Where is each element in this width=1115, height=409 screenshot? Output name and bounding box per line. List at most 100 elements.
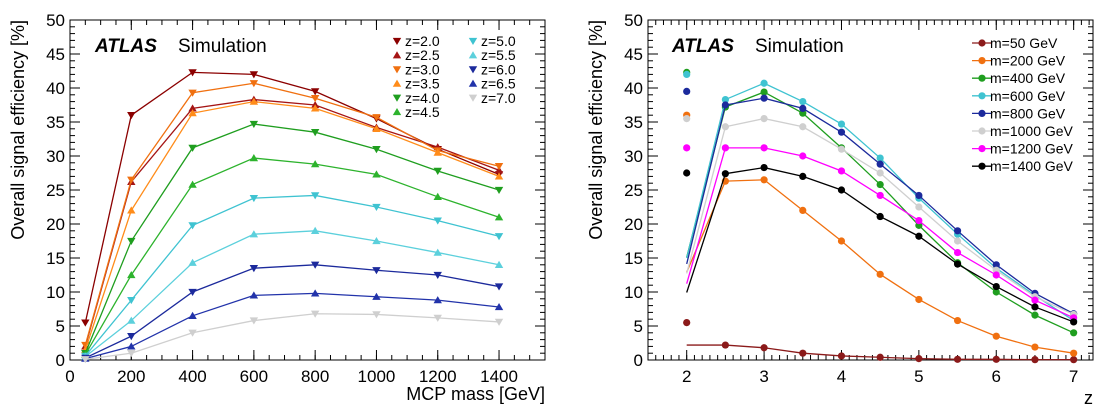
data-point [876,270,884,278]
data-point [249,120,259,129]
data-point [494,172,504,180]
legend-item: z=6.5 [468,76,516,92]
data-point [876,191,884,200]
data-point [992,271,1000,279]
data-point [372,124,381,132]
series-line-start [686,126,727,274]
data-point [799,349,807,357]
data-point [915,295,923,304]
legend-marker [468,79,478,87]
y-tick-label: 35 [46,113,65,132]
data-point [760,88,768,96]
x-tick-label: 1400 [480,367,518,386]
data-point [915,191,923,200]
legend-label: m=1400 GeV [990,158,1074,174]
x-tick-label: 600 [240,367,268,386]
data-point [372,170,381,178]
data-point [494,163,504,171]
data-point [799,152,807,160]
data-point [127,237,136,245]
series-z-7.0 [81,310,504,364]
legend-label: m=50 GeV [990,35,1058,51]
y-tick-label: 45 [46,45,65,64]
series-m-50-GeV [683,319,1078,364]
data-point [310,310,320,318]
y-tick-label: 50 [624,11,643,30]
legend-item: z=5.5 [468,47,516,63]
data-point [915,232,923,240]
legend-marker [392,108,402,116]
data-point [721,123,729,131]
series-line [84,157,500,355]
legend-marker [978,145,986,153]
data-point [760,163,768,172]
data-point [1070,318,1078,326]
data-point [249,71,259,79]
data-point [494,260,504,268]
legend-item: z=2.5 [392,47,440,63]
x-tick-label: 1000 [358,367,396,386]
y-tick-label: 25 [624,181,643,200]
data-point [188,180,197,188]
legend-item: z=2.0 [392,33,440,49]
y-tick-label: 40 [624,79,643,98]
data-point [81,356,90,364]
legend-marker [978,92,986,100]
y-tick-label: 5 [56,317,65,336]
series-z-6.0 [81,261,504,362]
data-point [799,172,807,180]
legend-item: m=200 GeV [972,53,1066,69]
legend-marker [468,94,478,102]
data-point [876,353,884,361]
legend-item: m=1000 GeV [972,123,1074,139]
legend-label: z=3.5 [405,76,440,92]
data-point [1031,296,1039,304]
legend-marker [468,51,478,59]
data-point [799,206,807,214]
legend-item: m=1400 GeV [972,158,1074,174]
legend-marker [978,74,986,82]
series-line [84,123,500,354]
data-point [310,261,320,269]
x-tick-label: 1200 [419,367,457,386]
data-point [683,169,691,177]
data-point [953,248,962,257]
data-point [433,192,442,200]
y-tick-label: 0 [56,351,65,370]
legend-marker [392,66,402,74]
data-point [310,95,320,103]
data-point [953,227,962,235]
x-tick-label: 200 [117,367,145,386]
series-line [85,264,500,359]
y-tick-label: 20 [46,215,65,234]
series-z-6.5 [81,289,504,362]
legend-label: z=2.0 [405,33,440,49]
series-z-4.0 [81,120,504,358]
y-axis-label: Overall signal efficiency [%] [586,20,606,240]
data-point [992,261,1000,269]
data-point [188,329,197,337]
y-tick-label: 25 [46,181,65,200]
data-point [721,101,729,109]
x-tick-label: 5 [914,367,923,386]
data-point [372,292,381,300]
data-point [433,271,442,279]
data-point [992,282,1000,291]
data-point [760,144,768,152]
data-point [494,186,504,194]
data-point [1031,311,1039,319]
data-point [249,154,259,162]
data-point [310,160,320,168]
series-z-3.0 [81,80,504,350]
y-tick-label: 30 [624,147,643,166]
data-point [760,176,768,184]
data-point [1070,356,1078,364]
legend-item: m=600 GeV [972,88,1066,104]
legend-label: m=1200 GeV [990,141,1074,157]
legend-item: z=3.0 [392,61,440,77]
y-tick-label: 15 [46,249,65,268]
data-point [81,319,90,327]
